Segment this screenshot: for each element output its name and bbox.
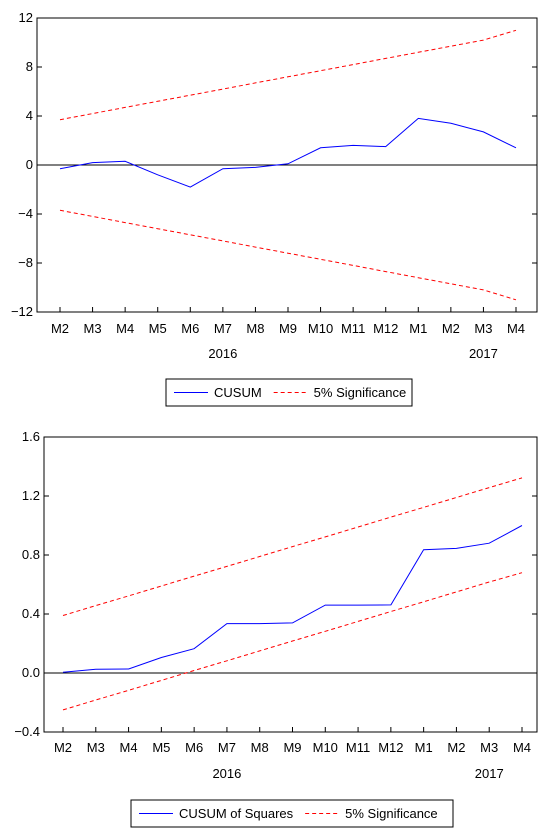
y-tick-label: 4 <box>26 108 33 123</box>
x-tick-label: M11 <box>341 321 365 336</box>
y-tick-label: −0.4 <box>14 724 40 739</box>
x-tick-label: M2 <box>447 740 465 755</box>
x-tick-label: M7 <box>218 740 236 755</box>
x-tick-label: M7 <box>214 321 232 336</box>
y-tick-label: 0.8 <box>22 547 40 562</box>
legend-label: CUSUM of Squares <box>179 806 294 821</box>
y-tick-label: 0.0 <box>22 665 40 680</box>
x-tick-label: M1 <box>409 321 427 336</box>
x-tick-label: M12 <box>378 740 403 755</box>
y-tick-label: −4 <box>18 206 33 221</box>
x-tick-label: M8 <box>246 321 264 336</box>
y-tick-label: 1.6 <box>22 429 40 444</box>
x-tick-label: M8 <box>251 740 269 755</box>
x-tick-label: M2 <box>442 321 460 336</box>
x-tick-label: M4 <box>116 321 134 336</box>
x-tick-label: M9 <box>279 321 297 336</box>
y-tick-label: 1.2 <box>22 488 40 503</box>
x-year-label: 2016 <box>208 346 237 361</box>
statistic-line <box>62 525 523 673</box>
x-tick-label: M5 <box>152 740 170 755</box>
lower-bound-line <box>62 572 523 711</box>
statistic-line <box>59 117 517 188</box>
x-tick-label: M4 <box>513 740 531 755</box>
x-tick-label: M3 <box>474 321 492 336</box>
y-tick-label: 0 <box>26 157 33 172</box>
x-tick-label: M3 <box>87 740 105 755</box>
legend: CUSUM 5% Significance <box>165 378 413 407</box>
y-tick-label: 0.4 <box>22 606 40 621</box>
x-tick-label: M6 <box>185 740 203 755</box>
x-year-label: 2017 <box>475 766 504 781</box>
x-tick-label: M10 <box>308 321 333 336</box>
x-tick-label: M11 <box>346 740 370 755</box>
x-year-label: 2017 <box>469 346 498 361</box>
x-tick-label: M5 <box>149 321 167 336</box>
x-year-label: 2016 <box>212 766 241 781</box>
cusum-squares-chart: 1.6 1.2 0.8 0.4 0.0 −0.4 M2 M3 M4 M5 M6 M7 M8 M9 M10 M1… <box>14 429 538 828</box>
x-tick-label: M3 <box>480 740 498 755</box>
lower-bound-line <box>59 209 517 301</box>
upper-bound-line <box>59 29 517 121</box>
y-tick-label: −8 <box>18 255 33 270</box>
x-tick-label: M6 <box>181 321 199 336</box>
x-tick-label: M3 <box>84 321 102 336</box>
x-tick-label: M10 <box>313 740 338 755</box>
y-tick-label: −12 <box>11 304 33 319</box>
cusum-chart: 12 8 4 0 −4 −8 −12 M2 M3 M4 M5 M6 M7 M8 M9 M10 M11 M12 M1 M… <box>11 10 538 407</box>
x-tick-label: M4 <box>120 740 138 755</box>
legend-label: 5% Significance <box>345 806 438 821</box>
legend: CUSUM of Squares 5% Significance <box>130 799 454 828</box>
plot-frame <box>43 436 538 733</box>
x-tick-label: M1 <box>415 740 433 755</box>
upper-bound-line <box>62 477 523 616</box>
y-tick-label: 12 <box>19 10 33 25</box>
x-tick-label: M12 <box>373 321 398 336</box>
legend-box <box>130 799 454 828</box>
y-tick-label: 8 <box>26 59 33 74</box>
x-tick-label: M2 <box>54 740 72 755</box>
legend-label: 5% Significance <box>314 385 407 400</box>
legend-label: CUSUM <box>214 385 262 400</box>
x-tick-label: M2 <box>51 321 69 336</box>
x-tick-label: M4 <box>507 321 525 336</box>
x-tick-label: M9 <box>283 740 301 755</box>
